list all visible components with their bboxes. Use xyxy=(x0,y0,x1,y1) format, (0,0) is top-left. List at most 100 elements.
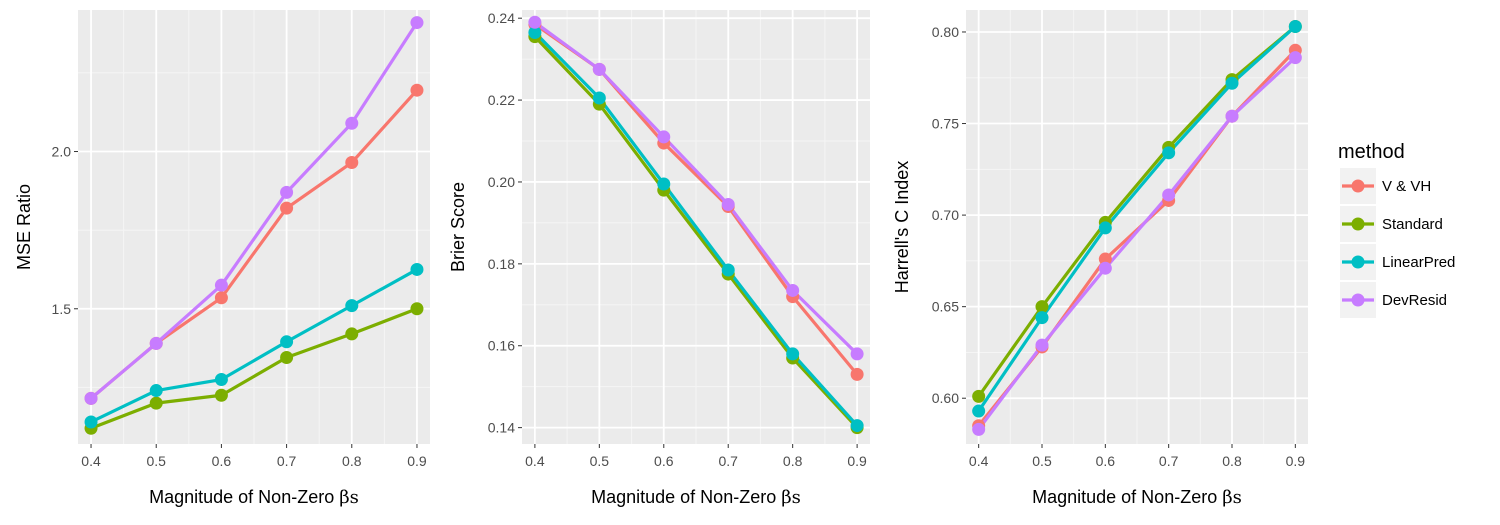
x-axis-title: Magnitude of Non-Zero βs xyxy=(1032,487,1242,508)
x-tick-label: 0.7 xyxy=(1159,453,1179,469)
series-line-devresid xyxy=(90,21,419,400)
data-point-linearpred xyxy=(972,404,986,418)
y-tick-label: 1.5 xyxy=(52,301,72,317)
y-tick-label: 0.18 xyxy=(488,256,515,272)
y-axis-title: MSE Ratio xyxy=(14,184,34,270)
y-tick-label: 0.75 xyxy=(932,116,959,132)
legend-item-linearpred: LinearPred xyxy=(1340,244,1455,280)
x-tick-label: 0.4 xyxy=(81,453,101,469)
x-tick-label: 0.8 xyxy=(783,453,803,469)
x-tick-label: 0.4 xyxy=(969,453,989,469)
y-tick-label: 0.14 xyxy=(488,420,515,436)
data-point-devresid xyxy=(1288,51,1302,65)
legend-label: DevResid xyxy=(1382,292,1447,309)
data-point-linearpred xyxy=(1288,19,1302,33)
y-tick-label: 0.24 xyxy=(488,10,515,26)
data-point-linearpred xyxy=(1162,146,1176,160)
data-point-standard xyxy=(345,327,359,341)
data-point-linearpred xyxy=(528,26,542,40)
legend-label: V & VH xyxy=(1382,178,1431,195)
y-axis-title: Brier Score xyxy=(448,182,468,272)
data-point-devresid xyxy=(345,116,359,130)
series-line-linearpred xyxy=(977,25,1297,412)
major-grid xyxy=(78,10,430,444)
data-point-devresid xyxy=(84,391,98,405)
major-grid xyxy=(966,10,1308,444)
y-tick-label: 0.65 xyxy=(932,299,959,315)
x-tick-label: 0.5 xyxy=(1032,453,1052,469)
minor-grid xyxy=(78,10,430,444)
y-tick-label: 0.22 xyxy=(488,92,515,108)
data-point-devresid xyxy=(850,347,864,361)
x-tick-label: 0.4 xyxy=(525,453,545,469)
y-tick-label: 0.20 xyxy=(488,174,515,190)
data-point-linearpred xyxy=(1098,221,1112,235)
data-point-v-vh xyxy=(410,83,424,97)
data-point-devresid xyxy=(1225,109,1239,123)
legend: method V & VH Standard LinearPred DevResid xyxy=(1338,141,1455,318)
x-tick-label: 0.5 xyxy=(590,453,610,469)
data-point-v-vh xyxy=(345,156,359,170)
legend-item-standard: Standard xyxy=(1340,206,1443,242)
data-point-linearpred xyxy=(786,347,800,361)
data-point-linearpred xyxy=(149,384,163,398)
data-point-devresid xyxy=(410,16,424,30)
data-point-v-vh xyxy=(214,291,228,305)
data-point-linearpred xyxy=(721,263,735,277)
minor-grid xyxy=(522,10,870,444)
data-point-linearpred xyxy=(84,415,98,429)
x-tick-label: 0.6 xyxy=(654,453,674,469)
data-point-linearpred xyxy=(214,373,228,387)
series-line-devresid xyxy=(977,56,1297,431)
legend-item-devresid: DevResid xyxy=(1340,282,1447,318)
data-point-linearpred xyxy=(280,335,294,349)
data-point-linearpred xyxy=(592,91,606,105)
series-line-linearpred xyxy=(90,268,418,424)
panel-3: 0.60 0.65 0.70 0.75 0.80 0.4 0.5 0.6 0.7 0.8 0.9 Ma… xyxy=(892,10,1308,508)
series-line-standard xyxy=(977,25,1297,398)
data-point-standard xyxy=(149,396,163,410)
series-line-standard xyxy=(90,307,418,430)
panel-2: 0.14 0.16 0.18 0.20 0.22 0.24 0.4 0.5 0.6 0.7 0.8 0… xyxy=(448,10,870,508)
data-point-standard xyxy=(214,388,228,402)
legend-key-point xyxy=(1351,293,1365,307)
legend-label: Standard xyxy=(1382,216,1443,233)
legend-item-v-vh: V & VH xyxy=(1340,168,1431,204)
x-tick-label: 0.7 xyxy=(718,453,738,469)
data-point-devresid xyxy=(1035,338,1049,352)
legend-title: method xyxy=(1338,141,1405,163)
data-point-devresid xyxy=(1098,261,1112,275)
data-point-linearpred xyxy=(345,299,359,313)
data-point-devresid xyxy=(721,197,735,211)
data-point-linearpred xyxy=(850,419,864,433)
data-point-devresid xyxy=(214,278,228,292)
legend-key-point xyxy=(1351,255,1365,269)
x-tick-label: 0.6 xyxy=(1096,453,1116,469)
data-point-standard xyxy=(410,302,424,316)
data-point-v-vh xyxy=(850,367,864,381)
x-tick-label: 0.6 xyxy=(212,453,232,469)
data-point-devresid xyxy=(592,62,606,76)
major-grid xyxy=(522,10,870,444)
data-point-linearpred xyxy=(1225,76,1239,90)
legend-label: LinearPred xyxy=(1382,254,1455,271)
legend-key-point xyxy=(1351,179,1365,193)
x-tick-label: 0.5 xyxy=(146,453,166,469)
data-point-v-vh xyxy=(1098,252,1112,266)
series-line-devresid xyxy=(533,20,859,356)
y-tick-label: 2.0 xyxy=(52,144,72,160)
panel-1: 1.5 2.0 0.4 0.5 0.6 0.7 0.8 0.9 Magnitude of Non… xyxy=(14,10,430,508)
x-axis-title: Magnitude of Non-Zero βs xyxy=(591,487,801,508)
y-tick-label: 0.70 xyxy=(932,207,959,223)
y-tick-label: 0.60 xyxy=(932,390,959,406)
x-tick-label: 0.7 xyxy=(277,453,297,469)
x-axis-title: Magnitude of Non-Zero βs xyxy=(149,487,359,508)
data-point-devresid xyxy=(528,15,542,29)
x-tick-label: 0.9 xyxy=(1286,453,1306,469)
series-line-standard xyxy=(533,35,859,429)
data-point-devresid xyxy=(972,422,986,436)
data-point-standard xyxy=(280,351,294,365)
series-line-linearpred xyxy=(533,31,859,427)
legend-key-point xyxy=(1351,217,1365,231)
